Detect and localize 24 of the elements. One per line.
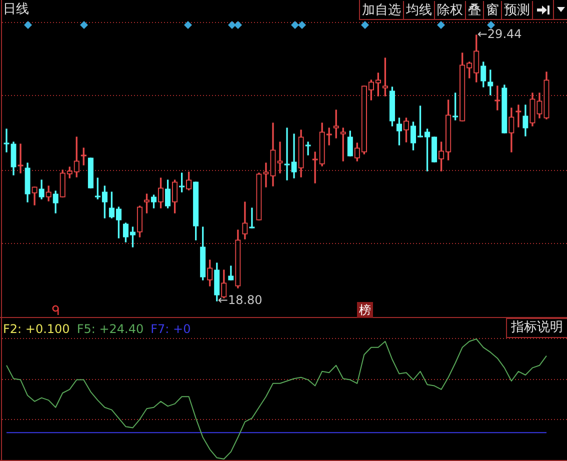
candlestick: [4, 128, 10, 152]
text: 叠: [466, 0, 484, 18]
candlestick: [18, 144, 24, 174]
annotation: 榜: [357, 302, 373, 318]
text: 均线: [404, 0, 435, 18]
candlestick: [312, 152, 318, 184]
text: 窗: [484, 0, 502, 18]
candlestick: [516, 104, 522, 128]
text: 预测: [502, 0, 533, 18]
legend-label: F2: +0.100: [3, 322, 70, 336]
annotation: ←29.44: [477, 27, 522, 42]
candlestick: [284, 128, 290, 180]
candlestick: [263, 162, 269, 188]
text: 除权: [435, 0, 466, 18]
candlestick: [291, 134, 297, 178]
text: 加自选: [360, 0, 404, 18]
candlestick: [249, 208, 255, 228]
chart-title: 日线: [3, 2, 29, 18]
text: 指标说明: [506, 318, 567, 338]
text: F7: +0: [150, 322, 191, 336]
candlestick: [277, 142, 283, 174]
annotation: ←18.80: [218, 293, 262, 308]
candlestick: [305, 142, 311, 156]
text: F5: +24.40: [76, 322, 144, 336]
